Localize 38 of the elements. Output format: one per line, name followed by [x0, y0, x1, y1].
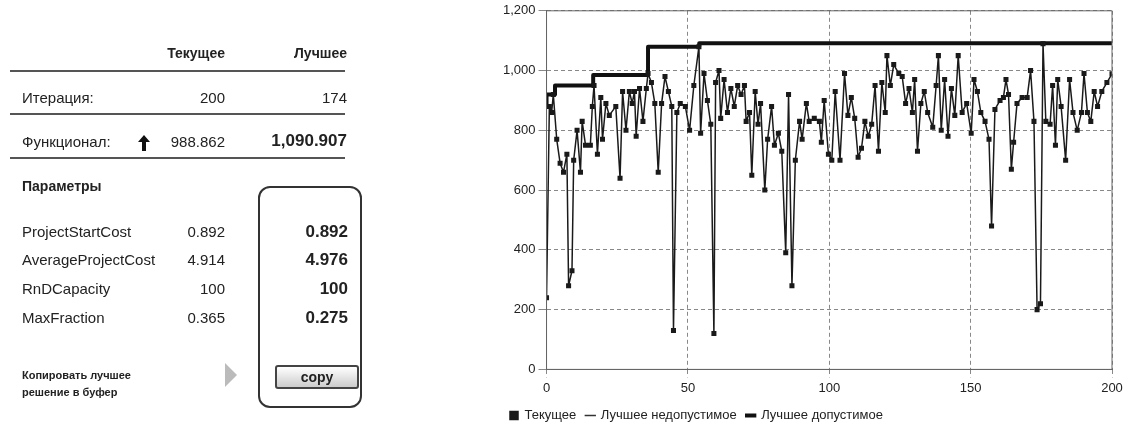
text: 100 — [198, 280, 225, 297]
text: 0.892 — [304, 222, 348, 242]
text: Параметры — [22, 178, 103, 194]
text: Копировать лучшее решение в буфер — [22, 368, 132, 400]
legend-label: Лучшее недопустимое — [600, 407, 737, 423]
y-tick-label: 0 — [528, 360, 536, 376]
legend-label: Лучшее допустимое — [761, 407, 883, 423]
x-tick-label: 50 — [680, 379, 696, 395]
text: ProjectStartCost — [22, 223, 133, 240]
x-tick-label: 200 — [1101, 379, 1123, 395]
text: 1,090.907 — [270, 131, 347, 151]
x-tick-label: 150 — [959, 379, 982, 395]
text: Текущее — [166, 45, 225, 61]
y-tick-label: 600 — [513, 181, 536, 197]
x-tick-label: 0 — [542, 379, 551, 395]
legend-label: Текущее — [524, 407, 577, 423]
y-tick-label: 1,000 — [502, 62, 536, 78]
text: 0.892 — [186, 223, 225, 240]
text: MaxFraction — [22, 309, 106, 326]
y-tick-label: 400 — [513, 241, 536, 257]
text: Итерация: — [22, 89, 95, 106]
text: 988.862 — [169, 133, 225, 150]
copy-button: copy — [275, 365, 359, 389]
text: RnDCapacity — [22, 280, 112, 297]
text: 4.914 — [187, 251, 225, 268]
text: 0.365 — [186, 309, 225, 326]
text: 174 — [320, 89, 347, 106]
y-tick-label: 800 — [513, 121, 536, 137]
y-tick-label: 200 — [513, 301, 536, 317]
text: 0.275 — [304, 308, 348, 328]
text: 200 — [198, 89, 225, 106]
text: Лучшее — [293, 45, 347, 61]
y-tick-label: 1,200 — [502, 2, 536, 18]
text: 4.976 — [304, 250, 348, 270]
text: AverageProjectCost — [22, 251, 157, 268]
text: Функционал: — [22, 133, 112, 150]
x-tick-label: 100 — [818, 379, 841, 395]
text: 100 — [318, 279, 348, 299]
